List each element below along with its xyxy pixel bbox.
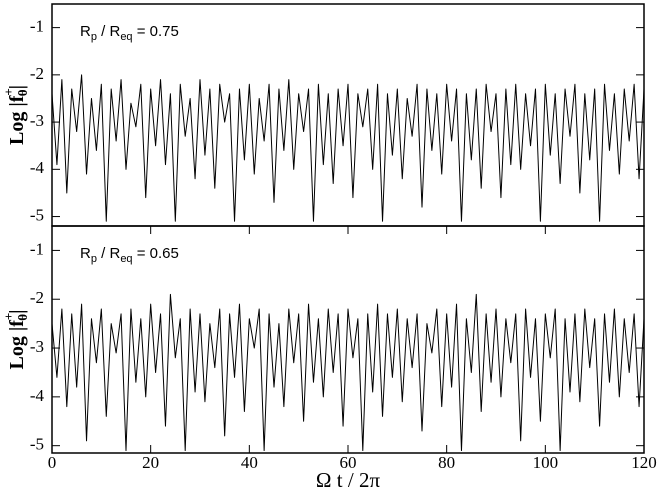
y-tick-label: -3 bbox=[30, 111, 44, 130]
y-label-part: | bbox=[6, 85, 28, 89]
y-label-sup: + bbox=[1, 313, 16, 320]
annotation-part: R bbox=[80, 245, 91, 262]
x-axis-label: Ω t / 2π bbox=[316, 468, 381, 491]
y-axis-label: Log |f+θ| bbox=[1, 309, 30, 369]
series-line bbox=[52, 293, 644, 452]
y-tick-label: -4 bbox=[30, 158, 45, 177]
y-tick-label: -3 bbox=[30, 337, 44, 356]
annotation-sub: p bbox=[91, 253, 97, 265]
x-tick-label: 100 bbox=[533, 453, 559, 472]
plot-area bbox=[52, 74, 644, 222]
y-axis-label: Log |f+θ| bbox=[1, 85, 30, 145]
y-label-sub: θ bbox=[15, 314, 30, 321]
x-tick-label: 20 bbox=[142, 453, 159, 472]
annotation-part: = 0.65 bbox=[133, 245, 179, 262]
annotation-part: / R bbox=[97, 23, 121, 40]
annotation-part: = 0.75 bbox=[133, 23, 179, 40]
y-label-sup: + bbox=[1, 88, 16, 95]
x-tick-label: 40 bbox=[241, 453, 258, 472]
y-tick-label: -5 bbox=[30, 205, 44, 224]
plot-area bbox=[52, 293, 644, 452]
series-line bbox=[52, 74, 644, 222]
annotation-part: / R bbox=[97, 245, 121, 262]
y-label-sub: θ bbox=[15, 89, 30, 96]
y-tick-label: -2 bbox=[30, 64, 44, 83]
annotation: Rp / Req = 0.75 bbox=[80, 23, 179, 43]
y-label-part: Log |f bbox=[6, 320, 28, 370]
y-tick-label: -1 bbox=[30, 17, 44, 36]
annotation-sub: eq bbox=[120, 31, 132, 43]
annotation-sub: p bbox=[91, 31, 97, 43]
annotation-part: R bbox=[80, 23, 91, 40]
y-tick-label: -5 bbox=[30, 435, 44, 454]
annotation-sub: eq bbox=[120, 253, 132, 265]
x-tick-label: 80 bbox=[438, 453, 455, 472]
x-tick-label: 0 bbox=[48, 453, 57, 472]
y-label-part: | bbox=[6, 309, 28, 313]
y-label-part: Log |f bbox=[6, 95, 28, 145]
x-tick-label: 120 bbox=[631, 453, 657, 472]
y-tick-label: -4 bbox=[30, 386, 45, 405]
annotation: Rp / Req = 0.65 bbox=[80, 245, 179, 265]
x-tick-label: 60 bbox=[340, 453, 357, 472]
y-tick-label: -1 bbox=[30, 239, 44, 258]
y-tick-label: -2 bbox=[30, 288, 44, 307]
